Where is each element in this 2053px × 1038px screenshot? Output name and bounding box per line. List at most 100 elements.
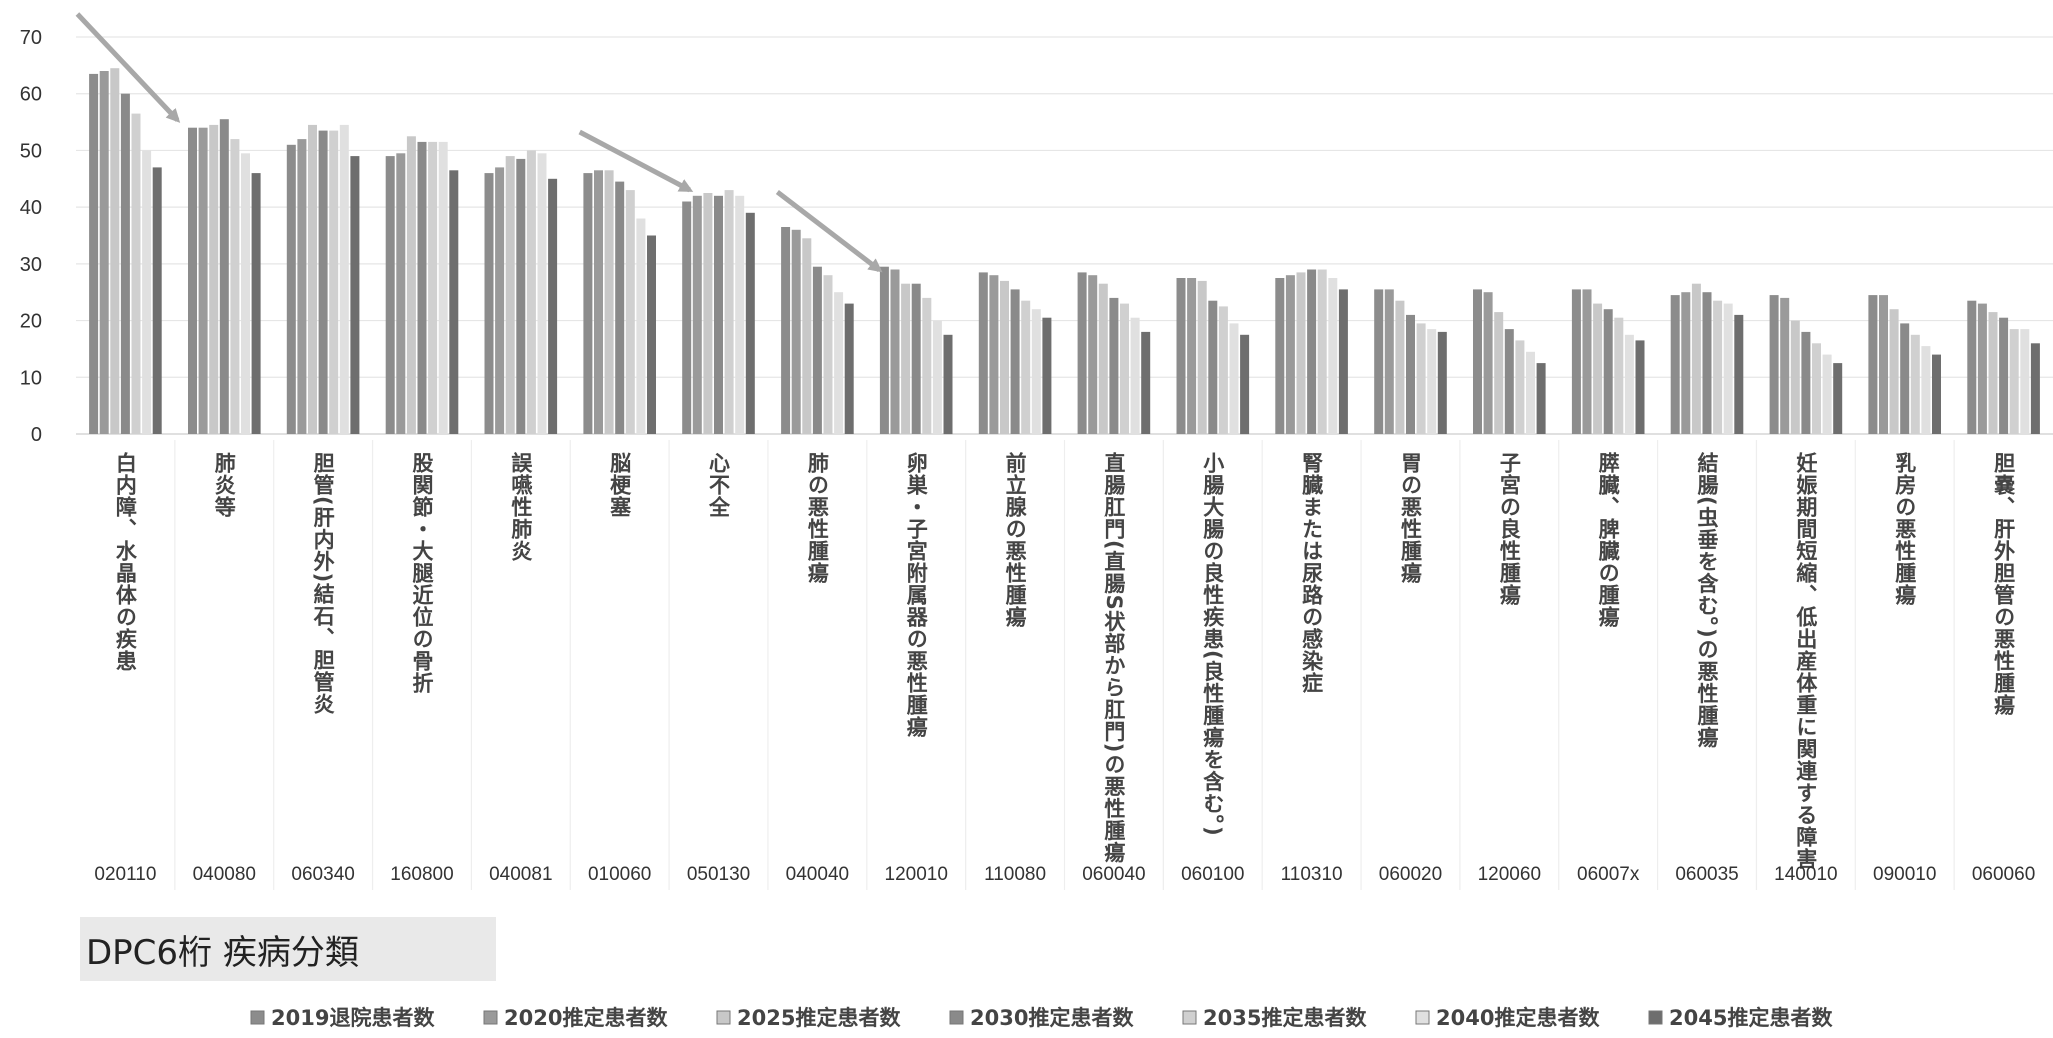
category-label: 前立腺の悪性腫瘍 <box>1003 451 1027 628</box>
bar <box>495 167 505 434</box>
bar <box>781 227 791 434</box>
bar <box>745 212 755 434</box>
category-code: 040081 <box>489 864 552 885</box>
category-label: 膵臓、脾臓の腫瘍 <box>1596 451 1620 628</box>
bar <box>1833 363 1843 434</box>
bar <box>1130 317 1140 434</box>
bar <box>1406 314 1415 434</box>
category-codes: 020110 040080 060340 160800 040081 010060 0501… <box>94 864 2035 885</box>
bar <box>604 170 614 435</box>
bar <box>188 127 197 434</box>
bar <box>1603 309 1613 434</box>
bar <box>1229 323 1239 434</box>
bar <box>879 266 889 434</box>
bar <box>2009 329 2019 434</box>
bar <box>1593 303 1603 434</box>
bar <box>1031 309 1041 434</box>
trend-arrow <box>775 190 883 273</box>
bar <box>308 124 317 435</box>
category-code: 060100 <box>1181 864 1244 885</box>
category-code: 120010 <box>885 864 948 885</box>
bar <box>219 119 229 434</box>
category-code: 040040 <box>786 864 849 885</box>
bar <box>1780 297 1790 434</box>
bar <box>1900 323 1910 434</box>
category-code: 160800 <box>390 864 453 885</box>
bar <box>647 235 656 434</box>
bar <box>1515 340 1525 434</box>
bar <box>1999 317 2009 434</box>
bar <box>714 195 723 434</box>
bar <box>99 71 109 434</box>
bar <box>1473 289 1482 434</box>
bar <box>230 139 240 434</box>
bar <box>484 173 494 434</box>
bar <box>1691 283 1701 434</box>
category-label: 肺の悪性腫瘍 <box>805 452 829 584</box>
bar <box>385 156 395 434</box>
bar <box>1734 314 1744 434</box>
bar <box>1879 295 1888 434</box>
bar <box>989 275 999 434</box>
category-label: 胆管(肝内外)結石、胆管炎 <box>311 452 336 715</box>
bar <box>1197 280 1207 434</box>
bar <box>1988 312 1998 434</box>
bar <box>1822 354 1832 434</box>
bar <box>1910 334 1920 435</box>
bar <box>1187 278 1197 434</box>
bar <box>209 124 219 435</box>
bar <box>152 167 162 434</box>
y-tick-label: 70 <box>20 27 42 49</box>
bar <box>1977 303 1987 434</box>
bar <box>615 181 625 434</box>
bar <box>1010 289 1020 434</box>
legend: 2019退院患者数 2020推定患者数 2025推定患者数 2030推定患者数 2035… <box>250 1006 1833 1030</box>
bar <box>1317 269 1327 434</box>
bar <box>1042 317 1052 434</box>
bar <box>396 153 406 435</box>
legend-label: 2030推定患者数 <box>970 1006 1134 1030</box>
bar <box>791 229 801 434</box>
y-tick-label: 50 <box>20 140 42 162</box>
bar <box>1932 354 1941 434</box>
legend-swatch <box>483 1010 498 1025</box>
category-label: 小腸大腸の良性疾患(良性腫瘍を含む。) <box>1201 452 1225 837</box>
category-label: 乳房の悪性腫瘍 <box>1893 451 1917 606</box>
bar <box>350 156 360 434</box>
bar <box>537 153 547 435</box>
category-dividers <box>174 440 1955 890</box>
trend-arrows <box>75 12 883 273</box>
bar <box>890 269 900 434</box>
category-label: 子宮の良性腫瘍 <box>1497 452 1521 606</box>
bar <box>1868 295 1878 434</box>
bar <box>1395 300 1405 434</box>
category-code: 010060 <box>588 864 651 885</box>
bar <box>823 275 833 434</box>
category-code: 060020 <box>1379 864 1442 885</box>
bar <box>1109 297 1119 434</box>
bar <box>1021 300 1031 434</box>
category-code: 060035 <box>1675 864 1738 885</box>
bar <box>1536 363 1546 434</box>
bar <box>1374 289 1384 434</box>
bar <box>1670 295 1680 434</box>
bar <box>1483 292 1493 434</box>
legend-swatch <box>949 1010 964 1025</box>
y-tick-label: 0 <box>31 424 42 446</box>
bar <box>901 283 911 434</box>
category-labels: 白内障、水晶体の疾患 肺炎等 胆管(肝内外)結石、胆管炎 股関節・大腿近位の骨折 誤嚥性… <box>113 451 2016 870</box>
bar <box>2020 329 2030 434</box>
bar <box>636 218 646 434</box>
y-tick-label: 20 <box>20 311 42 333</box>
bar <box>1416 323 1426 434</box>
bar <box>1790 320 1800 434</box>
bar <box>2030 343 2040 434</box>
bar <box>1208 300 1218 434</box>
legend-swatch <box>1182 1010 1197 1025</box>
bar <box>1723 303 1733 434</box>
legend-label: 2025推定患者数 <box>737 1006 901 1030</box>
category-label: 腎臓または尿路の感染症 <box>1300 452 1325 694</box>
bar <box>1614 317 1624 434</box>
bar <box>241 153 250 435</box>
bar <box>1427 329 1437 434</box>
